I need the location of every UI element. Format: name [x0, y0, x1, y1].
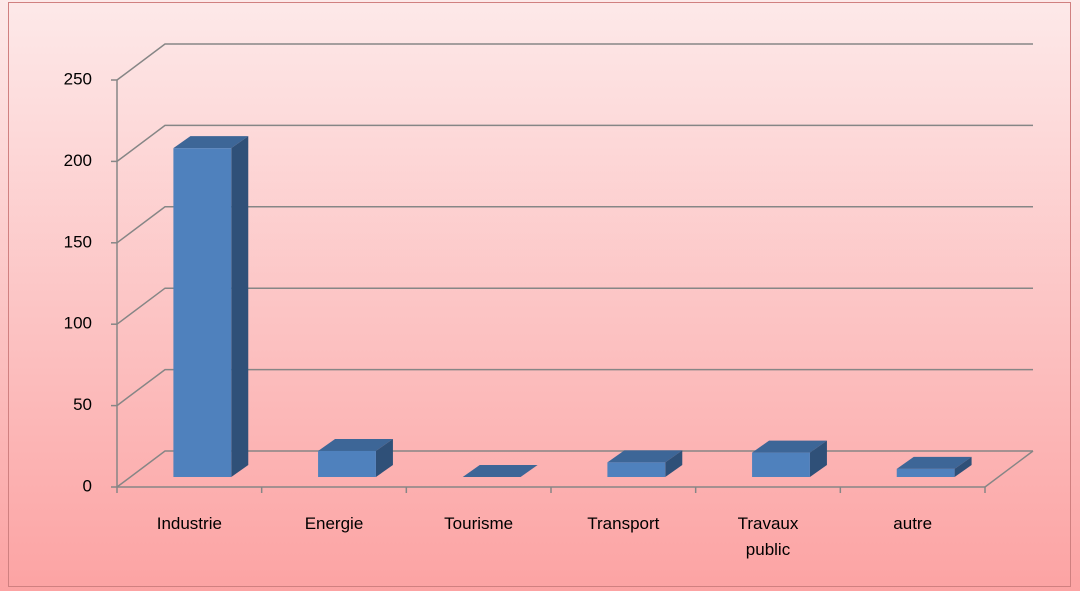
y-tick-label: 50: [73, 395, 92, 414]
y-tick-label: 250: [64, 69, 92, 88]
bar-top: [607, 450, 683, 463]
bar-side: [954, 456, 972, 477]
grid-line: [116, 287, 1033, 325]
grid-line: [116, 43, 1033, 81]
bar: [607, 462, 666, 477]
floor-right: [984, 450, 1034, 488]
x-tick-label: autre: [893, 514, 933, 533]
y-tick-label: 200: [64, 151, 92, 170]
grid-line: [116, 368, 1033, 407]
bar: [752, 452, 810, 477]
x-tick-label: Transport: [587, 514, 660, 533]
x-tick-label: Energie: [304, 514, 364, 533]
y-tick-label: 150: [64, 232, 92, 251]
bar-side: [231, 136, 249, 478]
x-tick-label: Travaux public: [737, 514, 799, 559]
bar: [318, 450, 376, 477]
bar: [173, 148, 232, 478]
bar-top: [318, 438, 393, 451]
grid-line: [116, 124, 1033, 162]
y-tick-label: 0: [83, 476, 92, 495]
y-tick-label: 100: [64, 314, 92, 333]
bar: [896, 468, 955, 477]
bar-top: [752, 440, 827, 453]
bar-side: [375, 438, 393, 477]
bar-side: [665, 450, 683, 477]
x-tick-label: Industrie: [156, 514, 222, 533]
grid-line: [116, 206, 1033, 244]
bar-top: [462, 465, 538, 477]
chart-border: [8, 2, 1071, 587]
grid-line: [116, 450, 1033, 488]
bar-top: [896, 456, 972, 469]
bar-top: [173, 136, 249, 149]
bar-side: [809, 440, 827, 477]
x-tick-label: Tourisme: [444, 514, 514, 533]
